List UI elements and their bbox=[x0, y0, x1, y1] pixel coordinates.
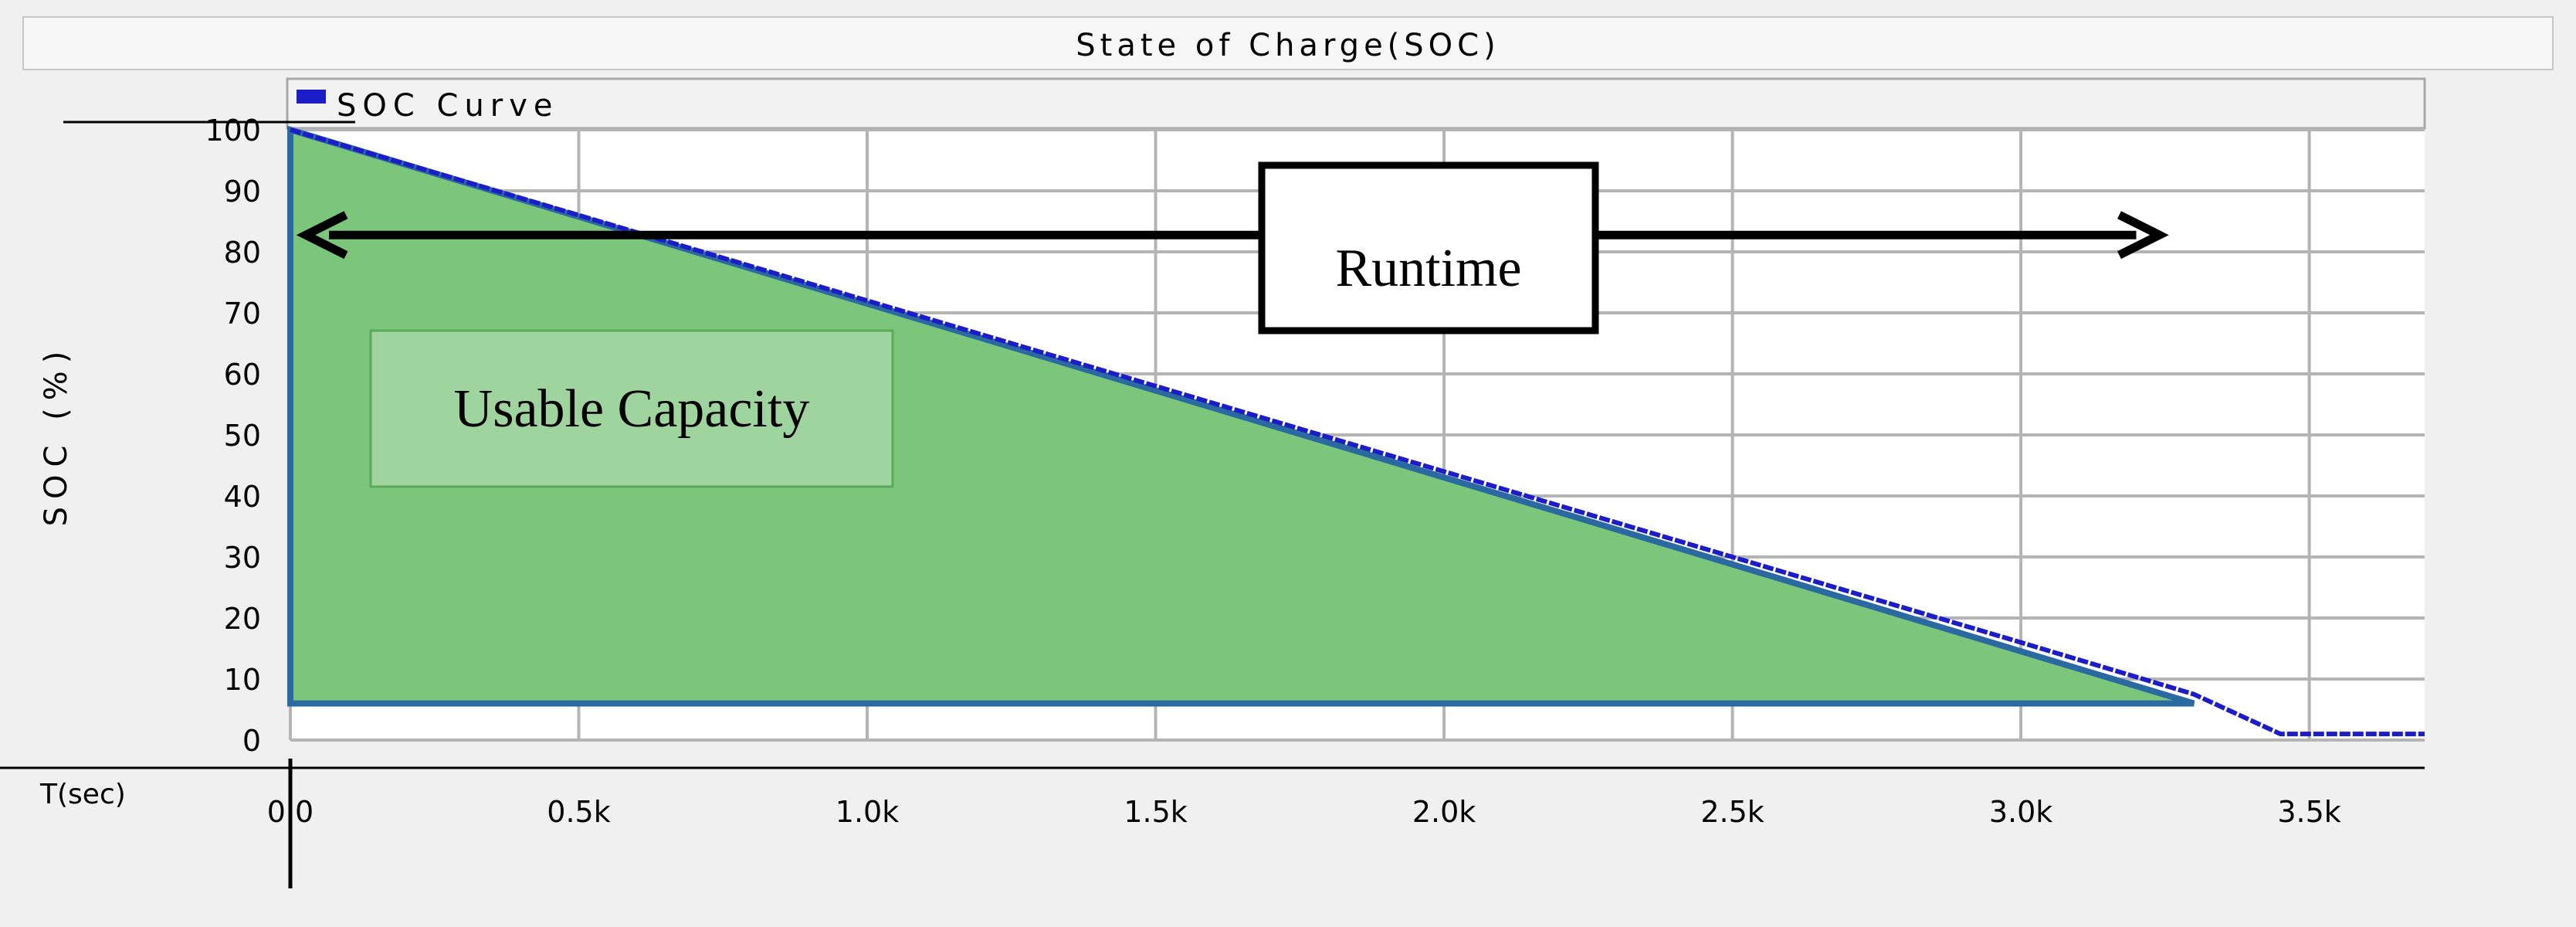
y-tick-label: 40 bbox=[224, 480, 261, 514]
x-tick-label: 1.0k bbox=[836, 795, 899, 829]
y-tick-label: 0 bbox=[242, 724, 261, 758]
annotations: Usable Capacity Runtime bbox=[296, 161, 2169, 488]
x-tick-label: 3.0k bbox=[1989, 795, 2052, 829]
y-tick-label: 70 bbox=[224, 297, 261, 331]
title-bar bbox=[22, 16, 2554, 70]
series-line-0 bbox=[290, 127, 2425, 737]
y-tick-label: 30 bbox=[224, 541, 261, 575]
usable-capacity-box bbox=[369, 329, 894, 488]
x-tick-label: 1.5k bbox=[1124, 795, 1187, 829]
x-tick-label: 2.0k bbox=[1412, 795, 1476, 829]
axes bbox=[0, 121, 2425, 888]
legend-bar bbox=[286, 77, 2426, 130]
usable-capacity-region bbox=[287, 125, 2195, 707]
x-axis-title: T(sec) bbox=[39, 779, 126, 810]
x-tick-label: 2.5k bbox=[1700, 795, 1764, 829]
usable-capacity-label: Usable Capacity bbox=[454, 379, 810, 439]
usable-capacity-area bbox=[287, 125, 2195, 707]
y-tick-label: 20 bbox=[224, 602, 261, 636]
runtime-arrowhead-right bbox=[2117, 211, 2169, 260]
x-tick-label: 0.5k bbox=[547, 795, 610, 829]
x-tick-label: 3.5k bbox=[2277, 795, 2340, 829]
y-tick-label: 50 bbox=[224, 419, 261, 453]
chart-title: State of Charge(SOC) bbox=[1076, 28, 1500, 63]
legend-label: SOC Curve bbox=[337, 88, 559, 124]
series-line-layer bbox=[290, 127, 2425, 737]
runtime-box bbox=[1258, 161, 1599, 334]
x-tick-label: 0.0 bbox=[267, 795, 314, 829]
y-tick-label: 10 bbox=[224, 663, 261, 697]
x-tick-labels: 0.0 0.5k 1.0k 1.5k 2.0k 2.5k 3.0k 3.5k bbox=[267, 795, 2341, 829]
y-tick-label: 80 bbox=[224, 236, 261, 270]
y-tick-label: 60 bbox=[224, 358, 261, 392]
runtime-arrowhead-left bbox=[296, 211, 348, 260]
legend-swatch bbox=[297, 90, 326, 104]
runtime-label: Runtime bbox=[1335, 239, 1521, 298]
y-tick-label: 100 bbox=[205, 114, 261, 148]
y-tick-labels: 0 10 20 30 40 50 60 70 80 90 100 bbox=[205, 114, 261, 758]
y-tick-label: 90 bbox=[224, 175, 261, 209]
y-axis-title: SOC (%) bbox=[39, 344, 74, 527]
